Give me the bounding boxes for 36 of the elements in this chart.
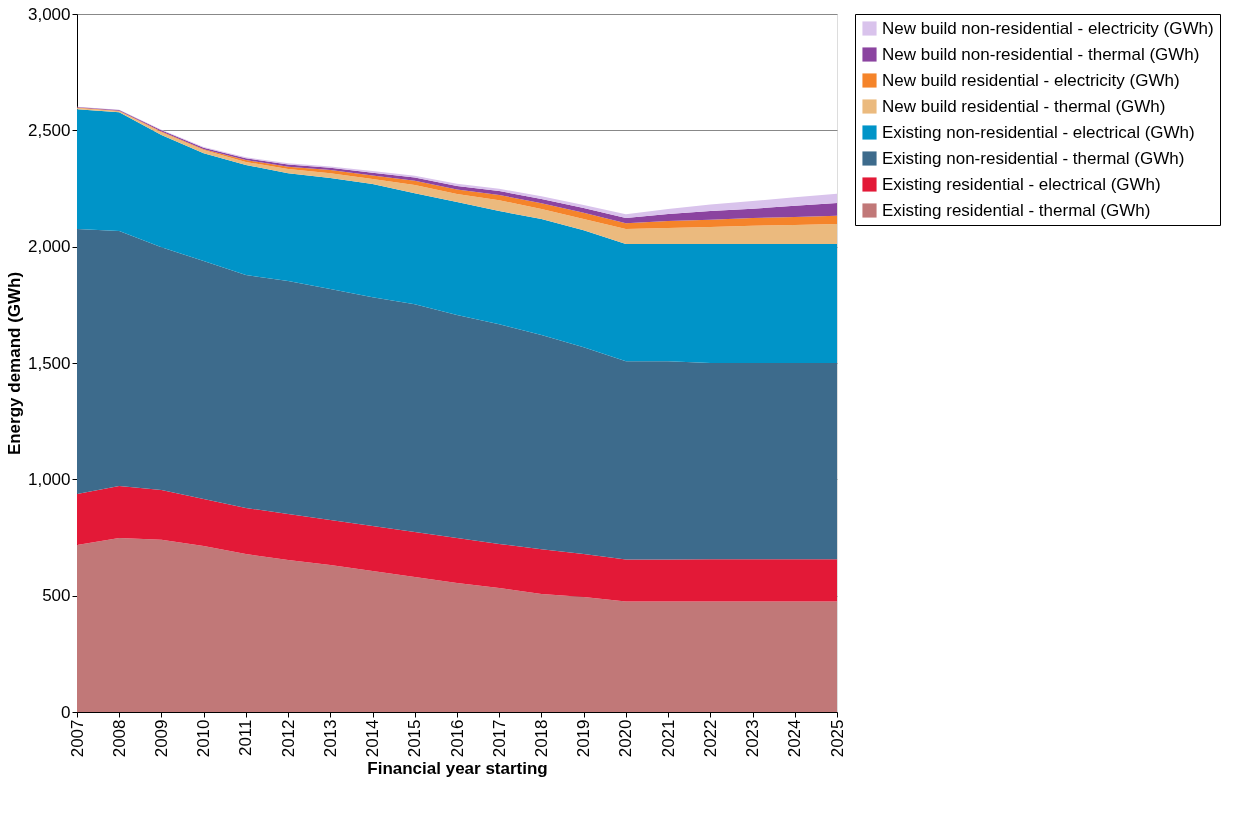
legend-label: Existing non-residential - thermal (GWh): [882, 148, 1185, 168]
x-tick-label: 2024: [785, 719, 805, 758]
y-tick-label: 0: [61, 702, 71, 722]
legend-label: New build residential - electricity (GWh): [882, 70, 1180, 90]
x-tick-label: 2007: [67, 719, 87, 758]
y-tick-label: 3,000: [27, 4, 71, 24]
y-tick-label: 1,500: [27, 353, 71, 373]
x-tick-label: 2019: [574, 719, 594, 758]
y-axis-title: Energy demand (GWh): [4, 271, 24, 456]
x-tick-label: 2023: [743, 719, 763, 758]
x-tick-label: 2015: [405, 719, 425, 758]
x-tick-label: 2009: [151, 719, 171, 758]
x-tick-label: 2016: [447, 719, 467, 758]
y-tick-label: 500: [42, 586, 71, 606]
x-tick-label: 2012: [278, 719, 298, 758]
y-tick-label: 1,000: [27, 469, 71, 489]
x-tick-label: 2022: [700, 719, 720, 758]
legend-label: New build non-residential - electricity (GWh): [882, 18, 1214, 38]
x-tick-label: 2014: [363, 719, 383, 758]
x-tick-label: 2020: [616, 719, 636, 758]
y-tick-label: 2,500: [27, 120, 71, 140]
legend-label: New build non-residential - thermal (GWh): [882, 44, 1200, 64]
x-tick-label: 2010: [194, 719, 214, 758]
x-tick-label: 2018: [531, 719, 551, 758]
legend-label: Existing residential - electrical (GWh): [882, 174, 1161, 194]
x-tick-label: 2017: [489, 719, 509, 758]
x-tick-label: 2021: [658, 719, 678, 758]
x-axis-title: Financial year starting: [367, 759, 548, 779]
x-tick-label: 2011: [236, 719, 256, 757]
x-tick-label: 2008: [109, 719, 129, 758]
legend-label: Existing residential - thermal (GWh): [882, 200, 1151, 220]
x-tick-label: 2013: [320, 719, 340, 758]
x-tick-label: 2025: [827, 719, 847, 758]
legend-label: Existing non-residential - electrical (GWh): [882, 122, 1195, 142]
legend-label: New build residential - thermal (GWh): [882, 96, 1166, 116]
y-tick-label: 2,000: [27, 237, 71, 257]
